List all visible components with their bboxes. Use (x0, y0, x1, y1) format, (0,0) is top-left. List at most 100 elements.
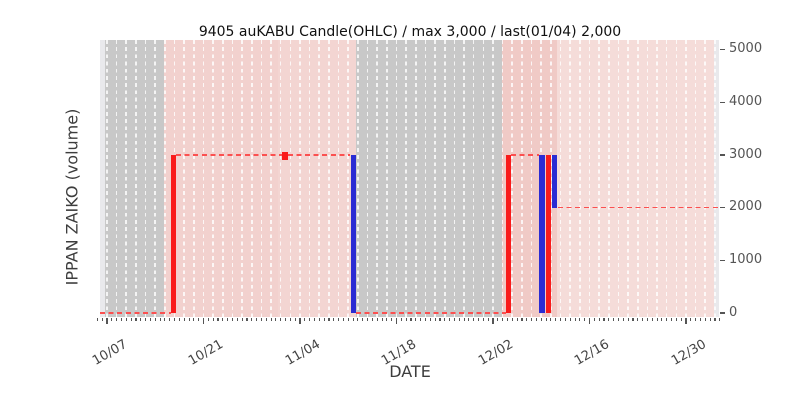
y-axis-label: IPPAN ZAIKO (volume) (62, 108, 82, 286)
x-minor-tick (120, 318, 123, 321)
day-gridline (627, 40, 629, 317)
y-tick (720, 207, 725, 209)
x-minor-tick (695, 318, 697, 321)
x-major-tick (685, 318, 687, 324)
day-gridline (366, 40, 369, 317)
x-minor-tick (617, 318, 620, 321)
day-gridline (501, 40, 504, 317)
x-tick-label: 12/30 (668, 337, 709, 369)
background-band (356, 40, 502, 317)
day-gridline (144, 40, 147, 317)
x-minor-tick (188, 318, 190, 321)
x-minor-tick (516, 318, 518, 321)
x-minor-tick (482, 318, 484, 321)
day-gridline (665, 40, 668, 317)
x-minor-tick (352, 318, 354, 321)
x-minor-tick (376, 318, 378, 321)
volume-bar (281, 152, 289, 161)
day-gridline (193, 40, 195, 317)
day-gridline (357, 40, 359, 317)
x-minor-tick (338, 318, 340, 321)
volume-bar (350, 155, 356, 313)
x-minor-tick (116, 318, 118, 321)
y-tick-label: 0 (729, 304, 738, 320)
x-minor-tick (193, 318, 195, 321)
x-minor-tick (101, 318, 103, 321)
x-minor-tick (111, 318, 113, 321)
day-gridline (617, 40, 620, 317)
x-minor-tick (294, 318, 296, 321)
day-gridline (414, 40, 417, 317)
x-minor-tick (323, 318, 325, 321)
x-minor-tick (564, 318, 566, 321)
x-minor-tick (531, 318, 533, 321)
x-minor-tick (304, 318, 306, 321)
day-gridline (328, 40, 330, 317)
background-band (557, 40, 714, 317)
day-gridline (270, 40, 272, 317)
x-minor-tick (569, 318, 571, 321)
volume-level-dashed-line (511, 154, 539, 156)
x-minor-tick (328, 318, 330, 321)
x-minor-tick (540, 318, 542, 321)
x-minor-tick (651, 318, 653, 321)
day-gridline (704, 40, 707, 317)
x-minor-tick (511, 318, 513, 321)
x-minor-tick (473, 318, 475, 321)
x-tick-label: 12/16 (572, 337, 612, 369)
x-major-tick (395, 318, 398, 324)
x-minor-tick (159, 318, 161, 321)
volume-level-dashed-line (176, 154, 351, 156)
x-minor-tick (367, 318, 369, 321)
day-gridline (318, 40, 321, 317)
x-minor-tick (632, 318, 634, 321)
x-minor-tick (584, 318, 586, 321)
x-minor-tick (560, 318, 562, 321)
y-tick-label: 1000 (729, 251, 763, 267)
x-minor-tick (439, 318, 441, 321)
y-tick (720, 49, 725, 51)
x-major-tick (202, 318, 205, 324)
volume-bar (545, 155, 552, 313)
x-minor-tick (415, 318, 417, 321)
x-tick-label: 12/02 (475, 337, 516, 369)
day-gridline (202, 40, 205, 317)
x-minor-tick (357, 318, 359, 321)
day-gridline (453, 40, 456, 317)
volume-bar (506, 155, 511, 313)
x-minor-tick (545, 318, 547, 321)
x-minor-tick (704, 318, 706, 321)
y-tick (720, 101, 725, 103)
x-tick-label: 11/04 (282, 337, 323, 369)
x-minor-tick (429, 318, 431, 321)
x-minor-tick (719, 318, 721, 321)
x-minor-tick (526, 318, 528, 321)
x-minor-tick (574, 318, 576, 321)
day-gridline (685, 40, 687, 317)
day-gridline (183, 40, 185, 317)
x-minor-tick (183, 318, 185, 321)
x-major-tick (588, 318, 591, 324)
day-gridline (250, 40, 253, 317)
day-gridline (221, 40, 224, 317)
x-minor-tick (463, 318, 465, 321)
day-gridline (376, 40, 378, 317)
day-gridline (656, 40, 658, 317)
x-minor-tick (96, 318, 98, 321)
x-minor-tick (222, 318, 224, 321)
x-minor-tick (270, 318, 272, 321)
x-minor-tick (289, 318, 291, 321)
x-minor-tick (362, 318, 364, 321)
x-minor-tick (424, 318, 427, 321)
chart-title: 9405 auKABU Candle(OHLC) / max 3,000 / l… (198, 24, 622, 40)
y-tick-label: 5000 (729, 41, 763, 57)
x-minor-tick (420, 318, 422, 321)
x-minor-tick (174, 318, 176, 321)
day-gridline (463, 40, 465, 317)
x-minor-tick (212, 318, 214, 321)
x-minor-tick (313, 318, 316, 321)
day-gridline (308, 40, 311, 317)
x-minor-tick (410, 318, 412, 321)
day-gridline (694, 40, 697, 317)
